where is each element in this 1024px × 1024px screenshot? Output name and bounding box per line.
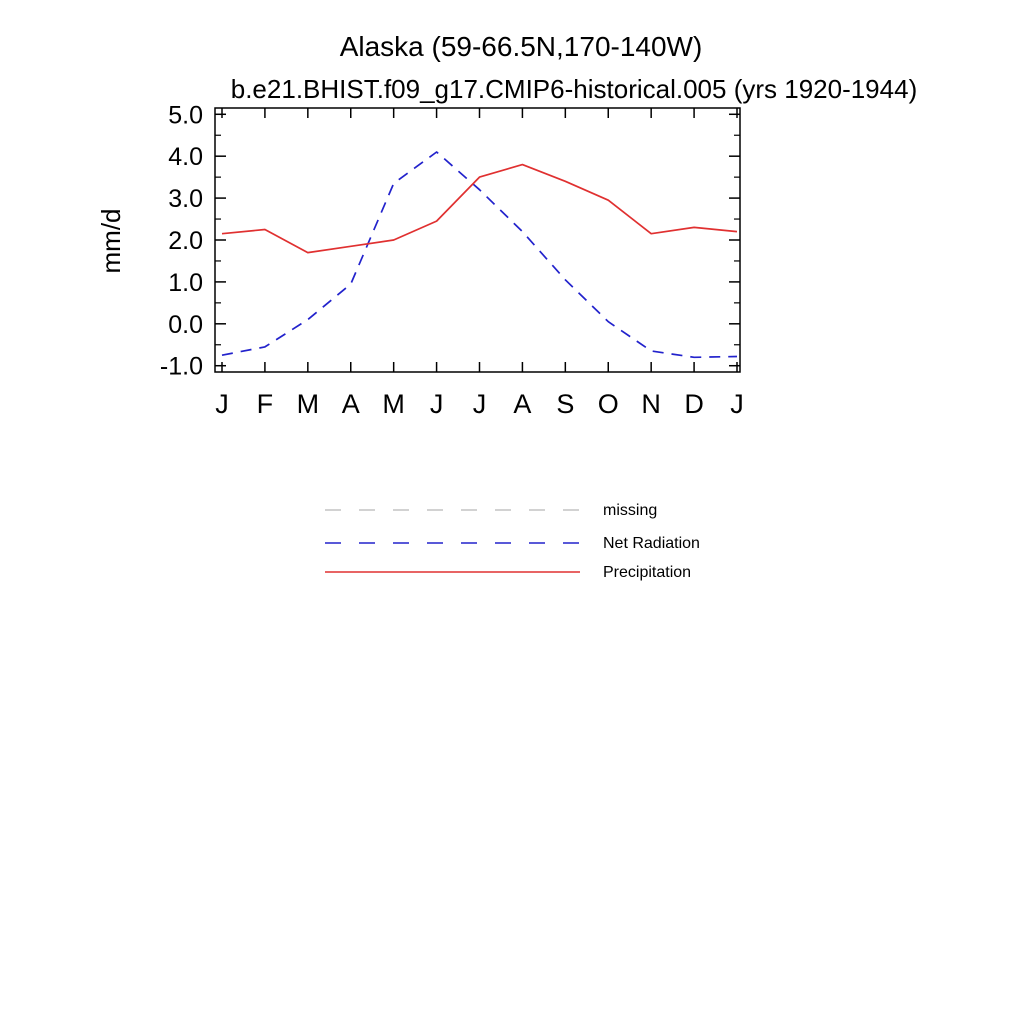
y-tick-label: 3.0: [168, 185, 203, 213]
legend-item-net-radiation: Net Radiation: [325, 535, 700, 552]
x-tick-label: J: [215, 389, 229, 419]
y-tick-label: 2.0: [168, 227, 203, 255]
y-tick-label: 0.0: [168, 311, 203, 339]
legend-label: missing: [603, 502, 657, 519]
x-tick-label: M: [297, 389, 320, 419]
series-line-precipitation: [221, 163, 738, 254]
chart-subtitle: b.e21.BHIST.f09_g17.CMIP6-historical.005…: [231, 74, 917, 104]
x-tick-label: M: [382, 389, 405, 419]
x-tick-label: J: [430, 389, 444, 419]
y-tick-label: -1.0: [160, 353, 203, 381]
legend-label: Net Radiation: [603, 535, 700, 552]
plot-area: 5.04.03.02.01.00.0-1.0J F M A M J J A S O N D J: [160, 101, 744, 419]
x-tick-label: F: [257, 389, 274, 419]
chart-title: Alaska (59-66.5N,170-140W): [340, 31, 703, 62]
x-tick-label: A: [513, 389, 531, 419]
x-tick-label: O: [598, 389, 619, 419]
x-tick-label: D: [684, 389, 704, 419]
legend-label: Precipitation: [603, 564, 691, 581]
y-tick-label: 5.0: [168, 101, 203, 129]
legend-item-precipitation: Precipitation: [325, 564, 691, 581]
series-line-net-radiation: [221, 151, 738, 359]
y-axis-ticks: 5.0 4.0 3.0 2.0 1.0 0.0 -1.0: [160, 101, 740, 381]
x-tick-label: N: [641, 389, 661, 419]
y-tick-label: 4.0: [168, 143, 203, 171]
x-tick-label: J: [730, 389, 744, 419]
x-tick-label: S: [556, 389, 574, 419]
x-tick-label: J: [473, 389, 487, 419]
x-tick-label: A: [342, 389, 360, 419]
y-axis-label: mm/d: [96, 209, 126, 274]
chart-legend: missing Net Radiation Precipitation: [325, 502, 700, 581]
y-tick-label: 1.0: [168, 269, 203, 297]
axis-box: [214, 107, 741, 373]
legend-item-missing: missing: [325, 502, 657, 519]
